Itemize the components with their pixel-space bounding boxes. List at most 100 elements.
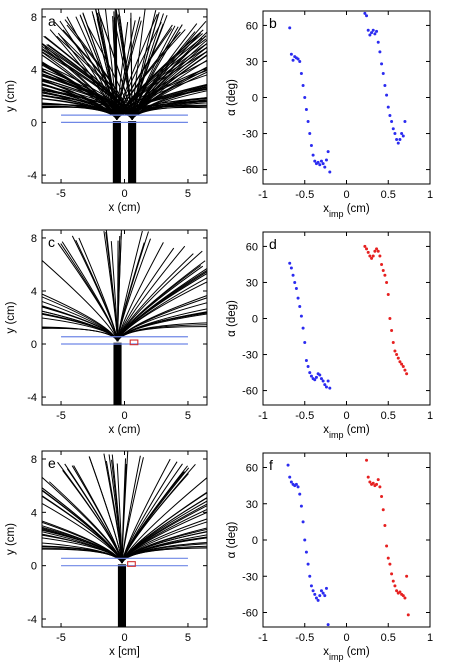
axes-frame bbox=[262, 231, 431, 406]
y-tick-label: 30 bbox=[246, 56, 258, 68]
data-point bbox=[304, 359, 308, 363]
data-point bbox=[294, 482, 298, 486]
data-point bbox=[316, 160, 320, 164]
x-tick-label: -0.5 bbox=[295, 189, 314, 201]
x-tick-label: 5 bbox=[185, 632, 191, 644]
data-point bbox=[286, 463, 290, 467]
y-tick-label: -60 bbox=[242, 608, 258, 620]
data-point bbox=[373, 32, 377, 36]
x-tick-label: 5 bbox=[185, 188, 191, 200]
x-axis-label: ximp (cm) bbox=[323, 424, 370, 440]
data-point bbox=[398, 360, 402, 364]
y-tick-label: 0 bbox=[252, 93, 258, 105]
data-point bbox=[318, 163, 322, 167]
y-tick-label: 0 bbox=[31, 117, 37, 129]
data-point bbox=[380, 262, 384, 266]
data-point bbox=[385, 280, 389, 284]
data-point bbox=[375, 29, 379, 33]
trajectory-line bbox=[42, 326, 118, 342]
data-point bbox=[298, 304, 302, 308]
data-point bbox=[301, 520, 305, 524]
panel-e: -5 0 5 -4 0 4 8 x [cm] y (cm) e bbox=[5, 450, 208, 658]
data-point bbox=[386, 105, 390, 109]
data-point bbox=[391, 341, 395, 345]
data-point bbox=[371, 481, 375, 485]
plot-area bbox=[42, 451, 207, 627]
data-point bbox=[373, 249, 377, 253]
data-point bbox=[393, 584, 397, 588]
x-tick-label: 0 bbox=[121, 410, 127, 422]
x-tick-label: -1 bbox=[258, 189, 268, 201]
data-point bbox=[371, 28, 375, 32]
y-tick-label: -60 bbox=[242, 386, 258, 398]
data-point bbox=[380, 495, 384, 498]
y-tick-label: -60 bbox=[242, 165, 258, 177]
data-point bbox=[400, 132, 404, 136]
data-point bbox=[368, 480, 372, 484]
defect-box bbox=[129, 339, 139, 346]
data-point bbox=[288, 261, 292, 265]
axes-frame bbox=[262, 452, 431, 628]
data-point bbox=[301, 83, 305, 87]
data-point bbox=[324, 385, 328, 389]
data-point bbox=[381, 268, 385, 272]
x-tick-label: 1 bbox=[427, 189, 433, 201]
data-point bbox=[304, 550, 308, 554]
data-point bbox=[396, 141, 400, 145]
x-axis-label: x [cm] bbox=[109, 646, 140, 658]
data-point bbox=[395, 589, 399, 593]
panel-c: -5 0 5 -4 0 4 8 x (cm) y (cm) c bbox=[5, 229, 208, 436]
data-point bbox=[324, 586, 328, 590]
x-tick-label: 1 bbox=[427, 632, 433, 644]
data-point bbox=[363, 11, 367, 15]
panel-label: d bbox=[269, 236, 277, 252]
data-point bbox=[301, 326, 305, 330]
trajectory-line bbox=[42, 312, 118, 342]
data-point bbox=[313, 159, 317, 163]
data-point bbox=[405, 372, 409, 376]
data-point bbox=[401, 134, 405, 138]
data-point bbox=[398, 590, 402, 594]
y-tick-label: 0 bbox=[31, 339, 37, 351]
data-point bbox=[388, 562, 392, 566]
y-tick-label: 4 bbox=[31, 507, 37, 519]
data-point bbox=[321, 591, 325, 595]
data-point bbox=[321, 162, 325, 166]
data-point bbox=[306, 365, 310, 369]
x-tick-label: 0.5 bbox=[381, 632, 396, 644]
y-tick-label: -30 bbox=[242, 350, 258, 362]
panel-label: b bbox=[269, 15, 277, 31]
data-point bbox=[323, 594, 327, 598]
data-point bbox=[319, 377, 323, 381]
data-point bbox=[386, 556, 390, 560]
y-tick-label: 0 bbox=[31, 561, 37, 573]
data-point bbox=[403, 120, 407, 124]
data-point bbox=[381, 508, 385, 512]
data-point bbox=[311, 153, 315, 157]
x-tick-label: 0.5 bbox=[381, 410, 396, 422]
data-point bbox=[386, 292, 390, 296]
data-point bbox=[289, 480, 293, 484]
y-tick-label: 8 bbox=[31, 12, 37, 24]
data-point bbox=[318, 594, 322, 598]
trajectory-line bbox=[131, 102, 207, 120]
data-point bbox=[299, 314, 303, 318]
data-point bbox=[309, 584, 313, 588]
x-axis-label: ximp (cm) bbox=[323, 646, 370, 662]
data-point bbox=[328, 170, 332, 174]
data-point bbox=[405, 574, 409, 578]
data-point bbox=[308, 371, 312, 375]
data-point bbox=[326, 379, 330, 383]
data-point bbox=[371, 254, 375, 258]
plot-area bbox=[288, 11, 407, 174]
plot-area bbox=[286, 458, 410, 627]
panel-d: -1 -0.5 0 0.5 1 -60 -30 0 30 60 ximp (cm) α (deg) d bbox=[226, 231, 433, 440]
x-tick-label: -0.5 bbox=[295, 410, 314, 422]
data-point bbox=[303, 96, 307, 99]
data-point bbox=[291, 273, 295, 277]
data-point bbox=[293, 280, 297, 284]
panel-b: -1 -0.5 0 0.5 1 -60 -30 0 30 60 ximp (cm) α (deg) b bbox=[226, 10, 433, 219]
panel-label: a bbox=[48, 13, 56, 29]
data-point bbox=[365, 14, 369, 18]
data-point bbox=[298, 59, 302, 63]
